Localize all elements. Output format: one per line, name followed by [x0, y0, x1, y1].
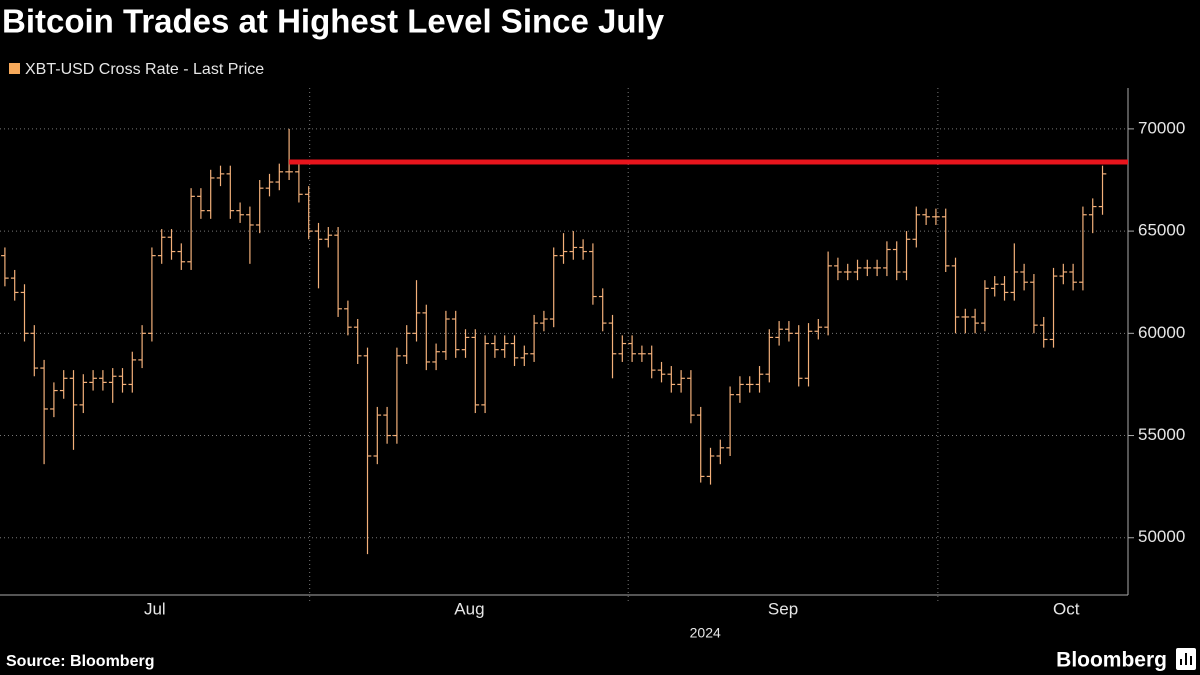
brand-logo: Bloomberg — [1056, 649, 1167, 672]
chart-title: Bitcoin Trades at Highest Level Since Ju… — [2, 3, 665, 40]
y-tick-label: 65000 — [1138, 221, 1185, 240]
y-tick-label: 60000 — [1138, 323, 1185, 342]
brand-icon-bar — [1185, 653, 1187, 665]
y-tick-label: 50000 — [1138, 527, 1185, 546]
x-tick-label: Oct — [1053, 599, 1080, 618]
x-tick-label: Jul — [144, 599, 166, 618]
brand-icon-bar — [1190, 656, 1192, 665]
legend-label: XBT-USD Cross Rate - Last Price — [25, 61, 264, 78]
x-axis-label: 2024 — [690, 625, 721, 641]
x-tick-label: Sep — [768, 599, 798, 618]
y-tick-label: 70000 — [1138, 118, 1185, 137]
x-tick-label: Aug — [454, 599, 484, 618]
legend-swatch — [9, 63, 20, 74]
y-tick-label: 55000 — [1138, 425, 1185, 444]
source: Source: Bloomberg — [6, 653, 154, 670]
brand-icon-bar — [1180, 659, 1182, 665]
brand-icon — [1176, 648, 1196, 670]
